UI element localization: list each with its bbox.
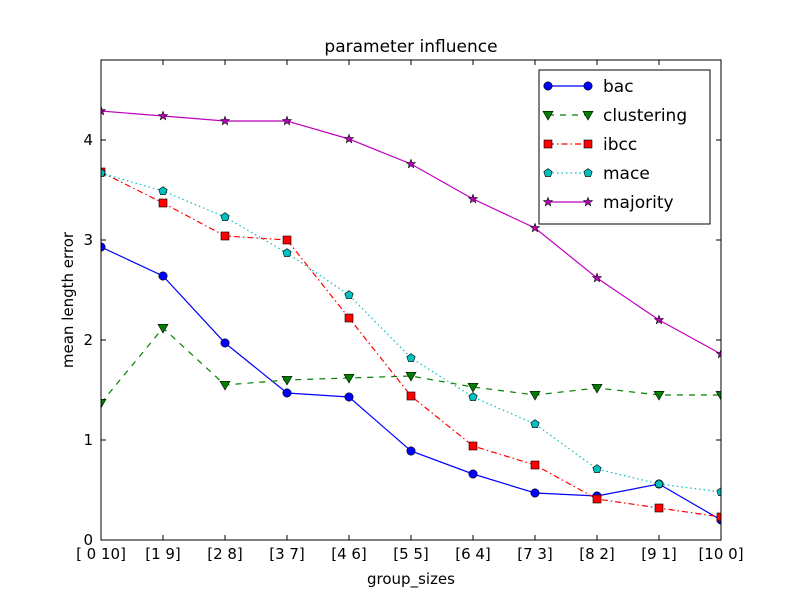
plot-layer <box>101 105 721 525</box>
data-point-mace <box>716 487 721 496</box>
y-tick-label: 4 <box>83 131 93 149</box>
x-tick-label: [9 1] <box>641 545 677 563</box>
legend-marker-majority <box>582 196 594 207</box>
data-point-clustering <box>219 380 231 391</box>
y-axis-label: mean length error <box>59 231 77 368</box>
data-point-majority <box>405 158 417 169</box>
legend-marker-ibcc <box>583 139 593 149</box>
data-point-ibcc <box>158 198 168 208</box>
x-tick-label: [10 0] <box>698 545 743 563</box>
legend-marker-majority <box>542 196 554 207</box>
x-tick-label: [3 7] <box>269 545 305 563</box>
legend-label-mace: mace <box>603 164 650 184</box>
x-tick-label: [7 3] <box>517 545 553 563</box>
legend-marker-bac <box>583 81 593 91</box>
legend-label-majority: majority <box>603 193 674 213</box>
data-point-mace <box>468 392 478 401</box>
legend: bac clustering ibcc mace majority <box>538 69 711 225</box>
x-tick-label: [2 8] <box>207 545 243 563</box>
data-point-majority <box>219 115 231 126</box>
x-tick-label: [5 5] <box>393 545 429 563</box>
data-point-clustering <box>715 390 721 401</box>
axes-frame <box>100 59 722 541</box>
data-point-majority <box>101 105 107 116</box>
data-point-ibcc <box>530 460 540 470</box>
data-point-ibcc <box>654 503 664 513</box>
x-axis-label: group_sizes <box>367 570 455 589</box>
series-line-clustering <box>101 327 721 404</box>
data-point-clustering <box>529 390 541 401</box>
data-point-mace <box>101 168 106 177</box>
data-point-clustering <box>591 383 603 394</box>
data-point-bac <box>282 388 292 398</box>
ticks-layer: [ 0 10] [1 9] [2 8] [3 7] [4 6] [5 5] [6 4] [7 … <box>76 60 744 563</box>
data-point-clustering <box>405 371 417 382</box>
data-point-clustering <box>101 398 107 409</box>
legend-label-bac: bac <box>603 77 634 97</box>
y-tick-label: 2 <box>83 331 93 349</box>
data-point-majority <box>653 314 665 325</box>
data-point-bac <box>344 392 354 402</box>
legend-marker-mace <box>583 168 593 177</box>
series-group <box>101 105 721 525</box>
data-point-mace <box>344 290 354 299</box>
data-point-ibcc <box>282 235 292 245</box>
data-point-ibcc <box>716 512 721 522</box>
legend-marker-clustering <box>582 110 594 121</box>
data-point-mace <box>592 464 602 473</box>
data-point-bac <box>220 338 230 348</box>
data-point-bac <box>158 271 168 281</box>
data-point-mace <box>158 186 168 195</box>
legend-label-ibcc: ibcc <box>603 135 637 155</box>
legend-box <box>538 69 711 225</box>
data-point-majority <box>715 348 721 359</box>
legend-marker-bac <box>543 81 553 91</box>
legend-marker-ibcc <box>543 139 553 149</box>
x-tick-label: [1 9] <box>145 545 181 563</box>
data-point-clustering <box>467 382 479 393</box>
data-point-bac <box>406 446 416 456</box>
data-point-majority <box>343 133 355 144</box>
x-tick-label: [ 0 10] <box>76 545 126 563</box>
data-point-ibcc <box>406 391 416 401</box>
y-tick-label: 0 <box>83 531 93 549</box>
data-point-majority <box>281 115 293 126</box>
data-point-clustering <box>281 375 293 386</box>
data-point-bac <box>530 488 540 498</box>
x-tick-label: [6 4] <box>455 545 491 563</box>
data-point-ibcc <box>468 441 478 451</box>
data-point-mace <box>654 479 664 488</box>
chart-title: parameter influence <box>324 37 497 57</box>
data-point-bac <box>468 469 478 479</box>
data-point-clustering <box>343 373 355 384</box>
data-point-mace <box>282 248 292 257</box>
data-point-ibcc <box>592 494 602 504</box>
y-tick-label: 3 <box>83 231 93 249</box>
data-point-clustering <box>653 390 665 401</box>
data-point-ibcc <box>220 231 230 241</box>
data-point-majority <box>157 110 169 121</box>
data-point-mace <box>220 212 230 221</box>
legend-marker-mace <box>543 168 553 177</box>
data-point-majority <box>529 222 541 233</box>
data-point-mace <box>530 419 540 428</box>
legend-label-clustering: clustering <box>603 106 687 126</box>
x-tick-label: [8 2] <box>579 545 615 563</box>
series-line-mace <box>101 172 721 493</box>
data-point-ibcc <box>344 313 354 323</box>
data-point-majority <box>467 193 479 204</box>
legend-marker-clustering <box>542 110 554 121</box>
data-point-mace <box>406 353 416 362</box>
y-tick-label: 1 <box>83 431 93 449</box>
data-point-majority <box>591 272 603 283</box>
x-tick-label: [4 6] <box>331 545 367 563</box>
data-point-clustering <box>157 323 169 334</box>
